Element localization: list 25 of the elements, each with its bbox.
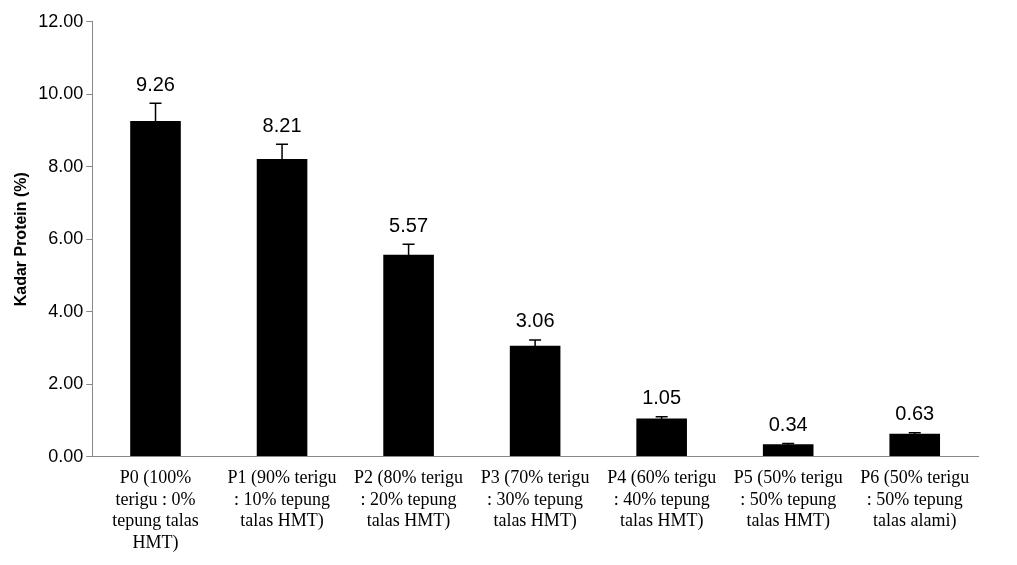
data-label: 5.57 xyxy=(389,213,429,236)
bar xyxy=(636,418,687,457)
data-label: 8.21 xyxy=(262,113,302,136)
y-axis-title: Kadar Protein (%) xyxy=(12,172,30,307)
data-label: 0.63 xyxy=(895,402,935,425)
data-label: 0.34 xyxy=(768,413,808,436)
x-tick-label: P6 (50% terigu : 50% tepung talas alami) xyxy=(860,467,970,532)
y-tick-label: 2.00 xyxy=(48,373,84,394)
x-tick-label: P5 (50% terigu : 50% tepung talas HMT) xyxy=(733,467,843,532)
x-tick-label: P3 (70% terigu : 30% tepung talas HMT) xyxy=(480,467,590,532)
y-tick-label: 10.00 xyxy=(38,83,84,104)
bar xyxy=(762,444,814,457)
data-label: 3.06 xyxy=(515,309,555,332)
y-tick-label: 8.00 xyxy=(48,155,84,176)
y-tick-label: 6.00 xyxy=(48,228,84,249)
bar xyxy=(889,433,941,457)
data-label: 1.05 xyxy=(642,386,682,409)
x-tick-label: P0 (100% terigu : 0% tepung talas HMT) xyxy=(112,467,199,553)
x-tick-label: P1 (90% terigu : 10% tepung talas HMT) xyxy=(227,467,337,532)
y-tick-label: 12.00 xyxy=(38,10,84,31)
y-tick-label: 4.00 xyxy=(48,300,84,321)
x-tick-label: P2 (80% terigu : 20% tepung talas HMT) xyxy=(354,467,464,532)
x-tick-label: P4 (60% terigu : 40% tepung talas HMT) xyxy=(607,467,717,532)
data-label: 9.26 xyxy=(136,72,175,95)
y-tick-label: 0.00 xyxy=(48,445,84,466)
